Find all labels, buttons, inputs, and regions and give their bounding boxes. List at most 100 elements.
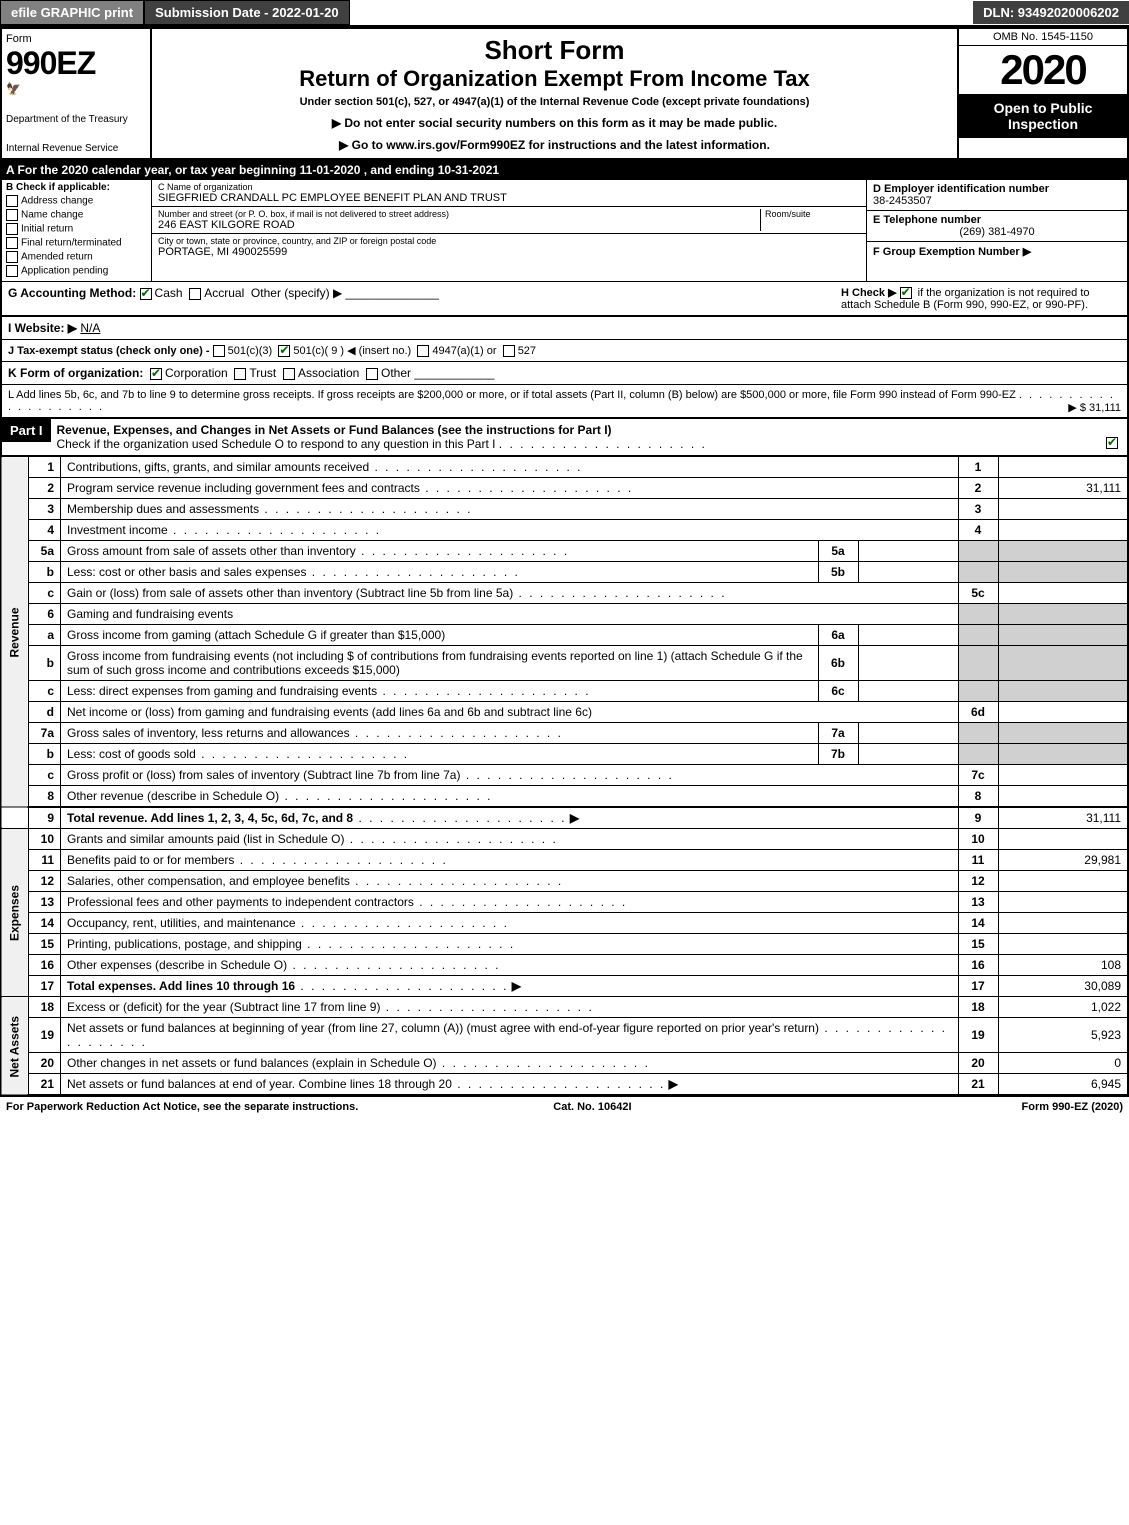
check-amended[interactable]: Amended return — [6, 251, 147, 263]
col-val — [998, 499, 1128, 520]
footer-form-ref: Form 990-EZ (2020) — [1022, 1101, 1123, 1113]
table-row: 5a Gross amount from sale of assets othe… — [1, 541, 1128, 562]
table-row: 20 Other changes in net assets or fund b… — [1, 1053, 1128, 1074]
col-val: 6,945 — [998, 1074, 1128, 1096]
col-num: 5c — [958, 583, 998, 604]
mini-num: 6c — [818, 681, 858, 702]
col-val — [998, 829, 1128, 850]
org-name-label: C Name of organization — [158, 182, 860, 192]
checkbox-501c3-icon[interactable] — [213, 345, 225, 357]
instr-ssn: ▶ Do not enter social security numbers o… — [158, 116, 951, 130]
col-val — [998, 786, 1128, 808]
check-pending[interactable]: Application pending — [6, 265, 147, 277]
checkbox-accrual-icon[interactable] — [189, 288, 201, 300]
col-num: 21 — [958, 1074, 998, 1096]
line-desc: Occupancy, rent, utilities, and maintena… — [61, 913, 959, 934]
tax-year: 2020 — [959, 46, 1127, 94]
line-num: 7a — [29, 723, 61, 744]
opt-527: 527 — [518, 345, 536, 357]
line-num: 2 — [29, 478, 61, 499]
checkbox-h-icon[interactable] — [900, 287, 912, 299]
mini-val — [858, 646, 958, 681]
org-city-row: City or town, state or province, country… — [152, 234, 866, 260]
line-desc: Benefits paid to or for members — [61, 850, 959, 871]
col-val: 0 — [998, 1053, 1128, 1074]
phone-value: (269) 381-4970 — [873, 226, 1121, 238]
table-row: 12 Salaries, other compensation, and emp… — [1, 871, 1128, 892]
org-street-row: Number and street (or P. O. box, if mail… — [152, 207, 866, 234]
check-final-return[interactable]: Final return/terminated — [6, 237, 147, 249]
table-row: 6 Gaming and fundraising events — [1, 604, 1128, 625]
check-initial-return[interactable]: Initial return — [6, 223, 147, 235]
col-num: 10 — [958, 829, 998, 850]
mini-num: 5b — [818, 562, 858, 583]
check-address-change[interactable]: Address change — [6, 195, 147, 207]
col-num: 4 — [958, 520, 998, 541]
line-desc: Gross sales of inventory, less returns a… — [61, 723, 819, 744]
checkbox-501c-icon[interactable] — [278, 345, 290, 357]
line-l-row: L Add lines 5b, 6c, and 7b to line 9 to … — [0, 385, 1129, 419]
checkbox-cash-icon[interactable] — [140, 288, 152, 300]
irs-label: Internal Revenue Service — [6, 143, 146, 154]
submission-date-button[interactable]: Submission Date - 2022-01-20 — [144, 0, 350, 25]
col-val: 30,089 — [998, 976, 1128, 997]
group-exemption-label: F Group Exemption Number ▶ — [873, 245, 1121, 258]
shaded-cell — [998, 604, 1128, 625]
arrow-right-icon: ▶ — [512, 979, 521, 993]
form-header: Form 990EZ 🦅 Department of the Treasury … — [0, 27, 1129, 160]
line-desc: Other expenses (describe in Schedule O) — [61, 955, 959, 976]
footer-cat-no: Cat. No. 10642I — [553, 1101, 631, 1113]
org-name-value: SIEGFRIED CRANDALL PC EMPLOYEE BENEFIT P… — [158, 192, 860, 204]
omb-number: OMB No. 1545-1150 — [959, 29, 1127, 46]
col-val — [998, 913, 1128, 934]
checkbox-icon[interactable] — [6, 209, 18, 221]
form-header-right: OMB No. 1545-1150 2020 Open to Public In… — [957, 29, 1127, 158]
line-desc: Net assets or fund balances at beginning… — [61, 1018, 959, 1053]
table-row: 2 Program service revenue including gove… — [1, 478, 1128, 499]
website-value: N/A — [80, 321, 100, 335]
checkbox-icon[interactable] — [6, 195, 18, 207]
ein-value: 38-2453507 — [873, 195, 1121, 207]
tax-exempt-status-row: J Tax-exempt status (check only one) - 5… — [0, 340, 1129, 362]
checkbox-icon[interactable] — [6, 265, 18, 277]
checkbox-trust-icon[interactable] — [234, 368, 246, 380]
line-desc: Salaries, other compensation, and employ… — [61, 871, 959, 892]
shaded-cell — [998, 723, 1128, 744]
checkbox-corp-icon[interactable] — [150, 368, 162, 380]
shaded-cell — [998, 562, 1128, 583]
instr-goto-link[interactable]: ▶ Go to www.irs.gov/Form990EZ for instru… — [158, 138, 951, 152]
col-num: 6d — [958, 702, 998, 723]
line-num: 20 — [29, 1053, 61, 1074]
col-val: 29,981 — [998, 850, 1128, 871]
opt-501c3: 501(c)(3) — [228, 345, 273, 357]
checkbox-icon[interactable] — [6, 223, 18, 235]
checkbox-icon[interactable] — [6, 251, 18, 263]
col-num: 20 — [958, 1053, 998, 1074]
col-num: 2 — [958, 478, 998, 499]
part1-title: Revenue, Expenses, and Changes in Net As… — [57, 423, 612, 437]
checkbox-other-icon[interactable] — [366, 368, 378, 380]
shaded-cell — [998, 625, 1128, 646]
form-of-org-row: K Form of organization: Corporation Trus… — [0, 362, 1129, 385]
shaded-cell — [958, 744, 998, 765]
phone-row: E Telephone number (269) 381-4970 — [867, 211, 1127, 242]
mini-num: 5a — [818, 541, 858, 562]
checkbox-schedule-o-icon[interactable] — [1106, 437, 1118, 449]
col-val — [998, 892, 1128, 913]
line-num: 14 — [29, 913, 61, 934]
accounting-method-row: G Accounting Method: Cash Accrual Other … — [0, 281, 1129, 317]
j-label: J Tax-exempt status (check only one) - — [8, 345, 210, 357]
efile-print-button[interactable]: efile GRAPHIC print — [0, 0, 144, 25]
checkbox-assoc-icon[interactable] — [283, 368, 295, 380]
shaded-cell — [998, 541, 1128, 562]
check-name-change[interactable]: Name change — [6, 209, 147, 221]
table-row: 13 Professional fees and other payments … — [1, 892, 1128, 913]
col-val — [998, 457, 1128, 478]
checkbox-4947-icon[interactable] — [417, 345, 429, 357]
checkbox-icon[interactable] — [6, 237, 18, 249]
mini-num: 7b — [818, 744, 858, 765]
table-row: 11 Benefits paid to or for members 11 29… — [1, 850, 1128, 871]
line-desc: Contributions, gifts, grants, and simila… — [61, 457, 959, 478]
shaded-cell — [998, 646, 1128, 681]
checkbox-527-icon[interactable] — [503, 345, 515, 357]
